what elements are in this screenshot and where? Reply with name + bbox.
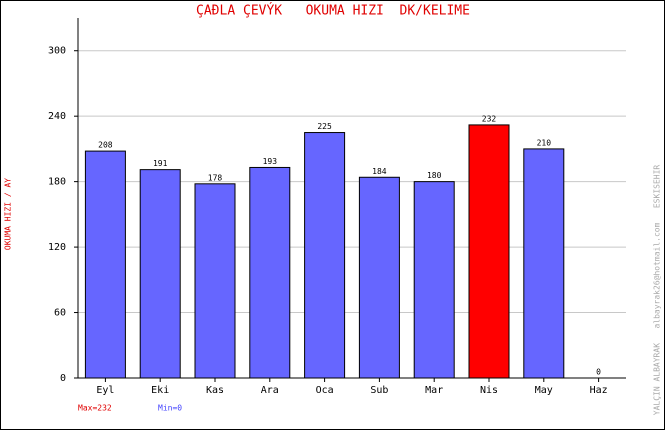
bar — [413, 181, 455, 379]
x-tick-label: Haz — [590, 385, 608, 396]
chart-title: ÇAÐLA ÇEVÝK OKUMA HIZI DK/KELIME — [196, 3, 470, 19]
bar — [523, 148, 565, 379]
value-label: 191 — [153, 159, 168, 168]
x-tick-label: Eyl — [96, 385, 114, 396]
y-tick-label: 180 — [48, 177, 66, 188]
x-tick-label: Oca — [316, 385, 334, 396]
value-label: 193 — [263, 157, 278, 166]
x-tick-label: Eki — [151, 385, 169, 396]
y-axis-label: OKUMA HIZI / AY — [4, 178, 13, 250]
x-tick-label: Mar — [425, 385, 443, 396]
value-label: 232 — [482, 114, 497, 123]
bar — [139, 169, 181, 379]
bar — [84, 150, 126, 379]
x-tick-label: Kas — [206, 385, 224, 396]
x-tick-label: Sub — [370, 385, 388, 396]
value-label: 184 — [372, 167, 387, 176]
x-tick-label: Nis — [480, 385, 498, 396]
annotation: Min=0 — [158, 404, 182, 413]
bar — [194, 183, 236, 379]
bar — [358, 176, 400, 379]
bar — [304, 132, 346, 379]
value-label: 208 — [98, 141, 113, 150]
value-label: 0 — [596, 368, 601, 377]
y-tick-label: 60 — [54, 308, 66, 319]
bar — [468, 124, 510, 379]
value-label: 178 — [208, 173, 223, 182]
y-tick-label: 120 — [48, 242, 66, 253]
annotation: Max=232 — [78, 404, 112, 413]
value-label: 210 — [537, 138, 552, 147]
bar — [249, 166, 291, 379]
x-tick-label: May — [535, 385, 553, 396]
side-note: YALÇIN ALBAYRAK albayrak26@hotmail.com E… — [653, 165, 662, 416]
value-label: 180 — [427, 171, 442, 180]
y-tick-label: 240 — [48, 111, 66, 122]
y-tick-label: 0 — [60, 373, 66, 384]
x-tick-label: Ara — [261, 385, 279, 396]
value-label: 225 — [317, 122, 332, 131]
y-tick-label: 300 — [48, 46, 66, 57]
